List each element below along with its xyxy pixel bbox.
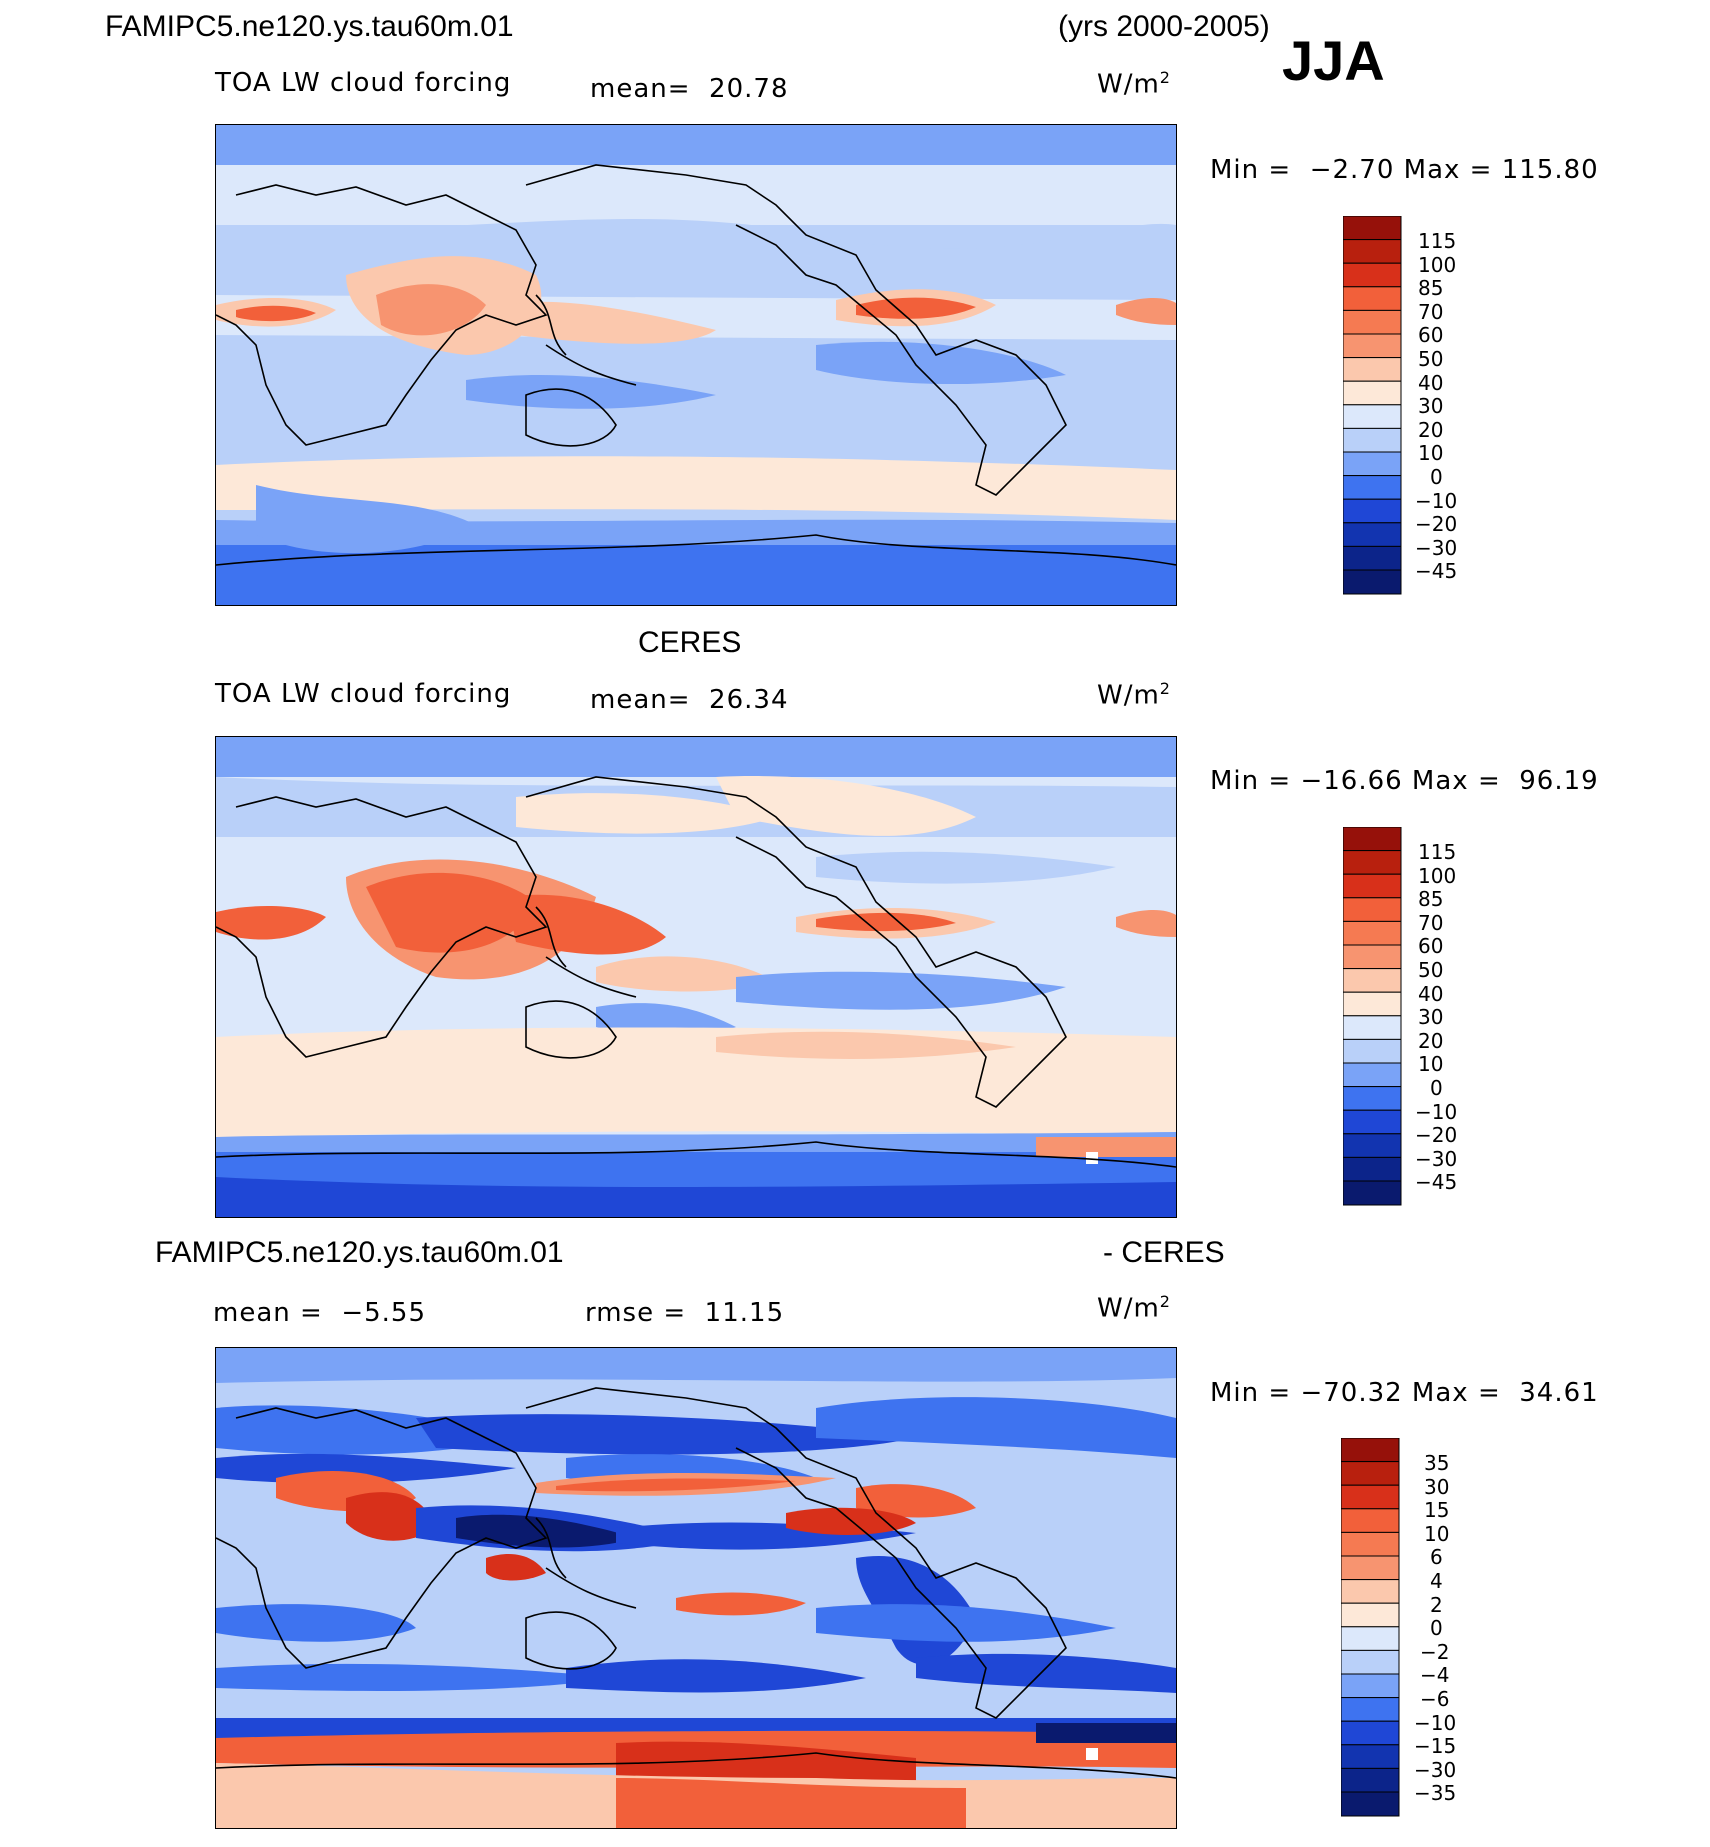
panel-obs-colorbar bbox=[1342, 826, 1403, 1212]
panel-obs-colorbar-swatches bbox=[1342, 826, 1402, 1206]
colorbar-label: −10 bbox=[1415, 1100, 1458, 1124]
colorbar-label: 60 bbox=[1418, 934, 1444, 958]
colorbar-label: −10 bbox=[1414, 1711, 1457, 1735]
panel-model-units: W/m2 bbox=[1097, 68, 1171, 100]
colorbar-label: 40 bbox=[1418, 371, 1444, 395]
colorbar-label: 2 bbox=[1430, 1593, 1443, 1617]
colorbar-label: 30 bbox=[1418, 394, 1444, 418]
panel-obs-title: CERES bbox=[638, 626, 742, 659]
colorbar-label: 0 bbox=[1430, 1076, 1443, 1100]
colorbar-label: 70 bbox=[1418, 911, 1444, 935]
years-label: (yrs 2000-2005) bbox=[1058, 10, 1270, 43]
colorbar-label: 30 bbox=[1424, 1475, 1450, 1499]
panel-diff-minmax: Min = −70.32 Max = 34.61 bbox=[1210, 1378, 1599, 1408]
panel-model-mean: mean= 20.78 bbox=[590, 74, 789, 104]
colorbar-label: 100 bbox=[1418, 864, 1457, 888]
panel-diff-rmse: rmse = 11.15 bbox=[585, 1298, 785, 1328]
colorbar-label: 0 bbox=[1430, 465, 1443, 489]
panel-obs-units: W/m2 bbox=[1097, 679, 1171, 711]
colorbar-label: 115 bbox=[1418, 840, 1457, 864]
colorbar-label: −20 bbox=[1415, 512, 1458, 536]
panel-diff-title-left: FAMIPC5.ne120.ys.tau60m.01 bbox=[155, 1236, 564, 1269]
colorbar-label: 85 bbox=[1418, 276, 1444, 300]
panel-obs-variable: TOA LW cloud forcing bbox=[215, 679, 512, 709]
panel-model-variable: TOA LW cloud forcing bbox=[215, 68, 512, 98]
panel-diff-units: W/m2 bbox=[1097, 1292, 1171, 1324]
colorbar-label: 50 bbox=[1418, 958, 1444, 982]
colorbar-label: 115 bbox=[1418, 229, 1457, 253]
colorbar-label: 20 bbox=[1418, 418, 1444, 442]
colorbar-label: 6 bbox=[1430, 1545, 1443, 1569]
colorbar-label: 10 bbox=[1418, 441, 1444, 465]
colorbar-label: 40 bbox=[1418, 982, 1444, 1006]
colorbar-label: 10 bbox=[1424, 1522, 1450, 1546]
panel-obs-mean: mean= 26.34 bbox=[590, 685, 789, 715]
panel-model-minmax: Min = −2.70 Max = 115.80 bbox=[1210, 155, 1599, 185]
colorbar-label: 0 bbox=[1430, 1616, 1443, 1640]
colorbar-label: −35 bbox=[1414, 1781, 1457, 1805]
colorbar-label: −45 bbox=[1415, 559, 1458, 583]
panel-diff-mean: mean = −5.55 bbox=[213, 1298, 426, 1328]
colorbar-label: 30 bbox=[1418, 1005, 1444, 1029]
panel-diff-map bbox=[215, 1347, 1177, 1829]
colorbar-label: 100 bbox=[1418, 253, 1457, 277]
panel-model-colorbar-swatches bbox=[1342, 215, 1402, 595]
colorbar-label: −30 bbox=[1415, 1147, 1458, 1171]
colorbar-label: 85 bbox=[1418, 887, 1444, 911]
colorbar-label: 4 bbox=[1430, 1569, 1443, 1593]
colorbar-label: −6 bbox=[1420, 1687, 1450, 1711]
panel-model-map bbox=[215, 124, 1177, 606]
colorbar-label: −2 bbox=[1420, 1640, 1450, 1664]
colorbar-label: −30 bbox=[1415, 536, 1458, 560]
colorbar-label: 60 bbox=[1418, 323, 1444, 347]
colorbar-label: −15 bbox=[1414, 1734, 1457, 1758]
season-label: JJA bbox=[1282, 29, 1385, 92]
colorbar-label: −45 bbox=[1415, 1170, 1458, 1194]
colorbar-label: −4 bbox=[1420, 1663, 1450, 1687]
panel-diff-colorbar bbox=[1340, 1437, 1401, 1823]
colorbar-label: 50 bbox=[1418, 347, 1444, 371]
colorbar-label: −20 bbox=[1415, 1123, 1458, 1147]
panel-obs-minmax: Min = −16.66 Max = 96.19 bbox=[1210, 766, 1599, 796]
colorbar-label: 15 bbox=[1424, 1498, 1450, 1522]
panel-obs-map bbox=[215, 736, 1177, 1218]
colorbar-label: 10 bbox=[1418, 1052, 1444, 1076]
panel-model-colorbar bbox=[1342, 215, 1403, 601]
case-name-title: FAMIPC5.ne120.ys.tau60m.01 bbox=[105, 10, 514, 43]
colorbar-label: 70 bbox=[1418, 300, 1444, 324]
colorbar-label: 20 bbox=[1418, 1029, 1444, 1053]
colorbar-label: −10 bbox=[1415, 489, 1458, 513]
colorbar-label: 35 bbox=[1424, 1451, 1450, 1475]
panel-diff-title-right: - CERES bbox=[1103, 1236, 1225, 1269]
panel-diff-colorbar-swatches bbox=[1340, 1437, 1400, 1817]
colorbar-label: −30 bbox=[1414, 1758, 1457, 1782]
